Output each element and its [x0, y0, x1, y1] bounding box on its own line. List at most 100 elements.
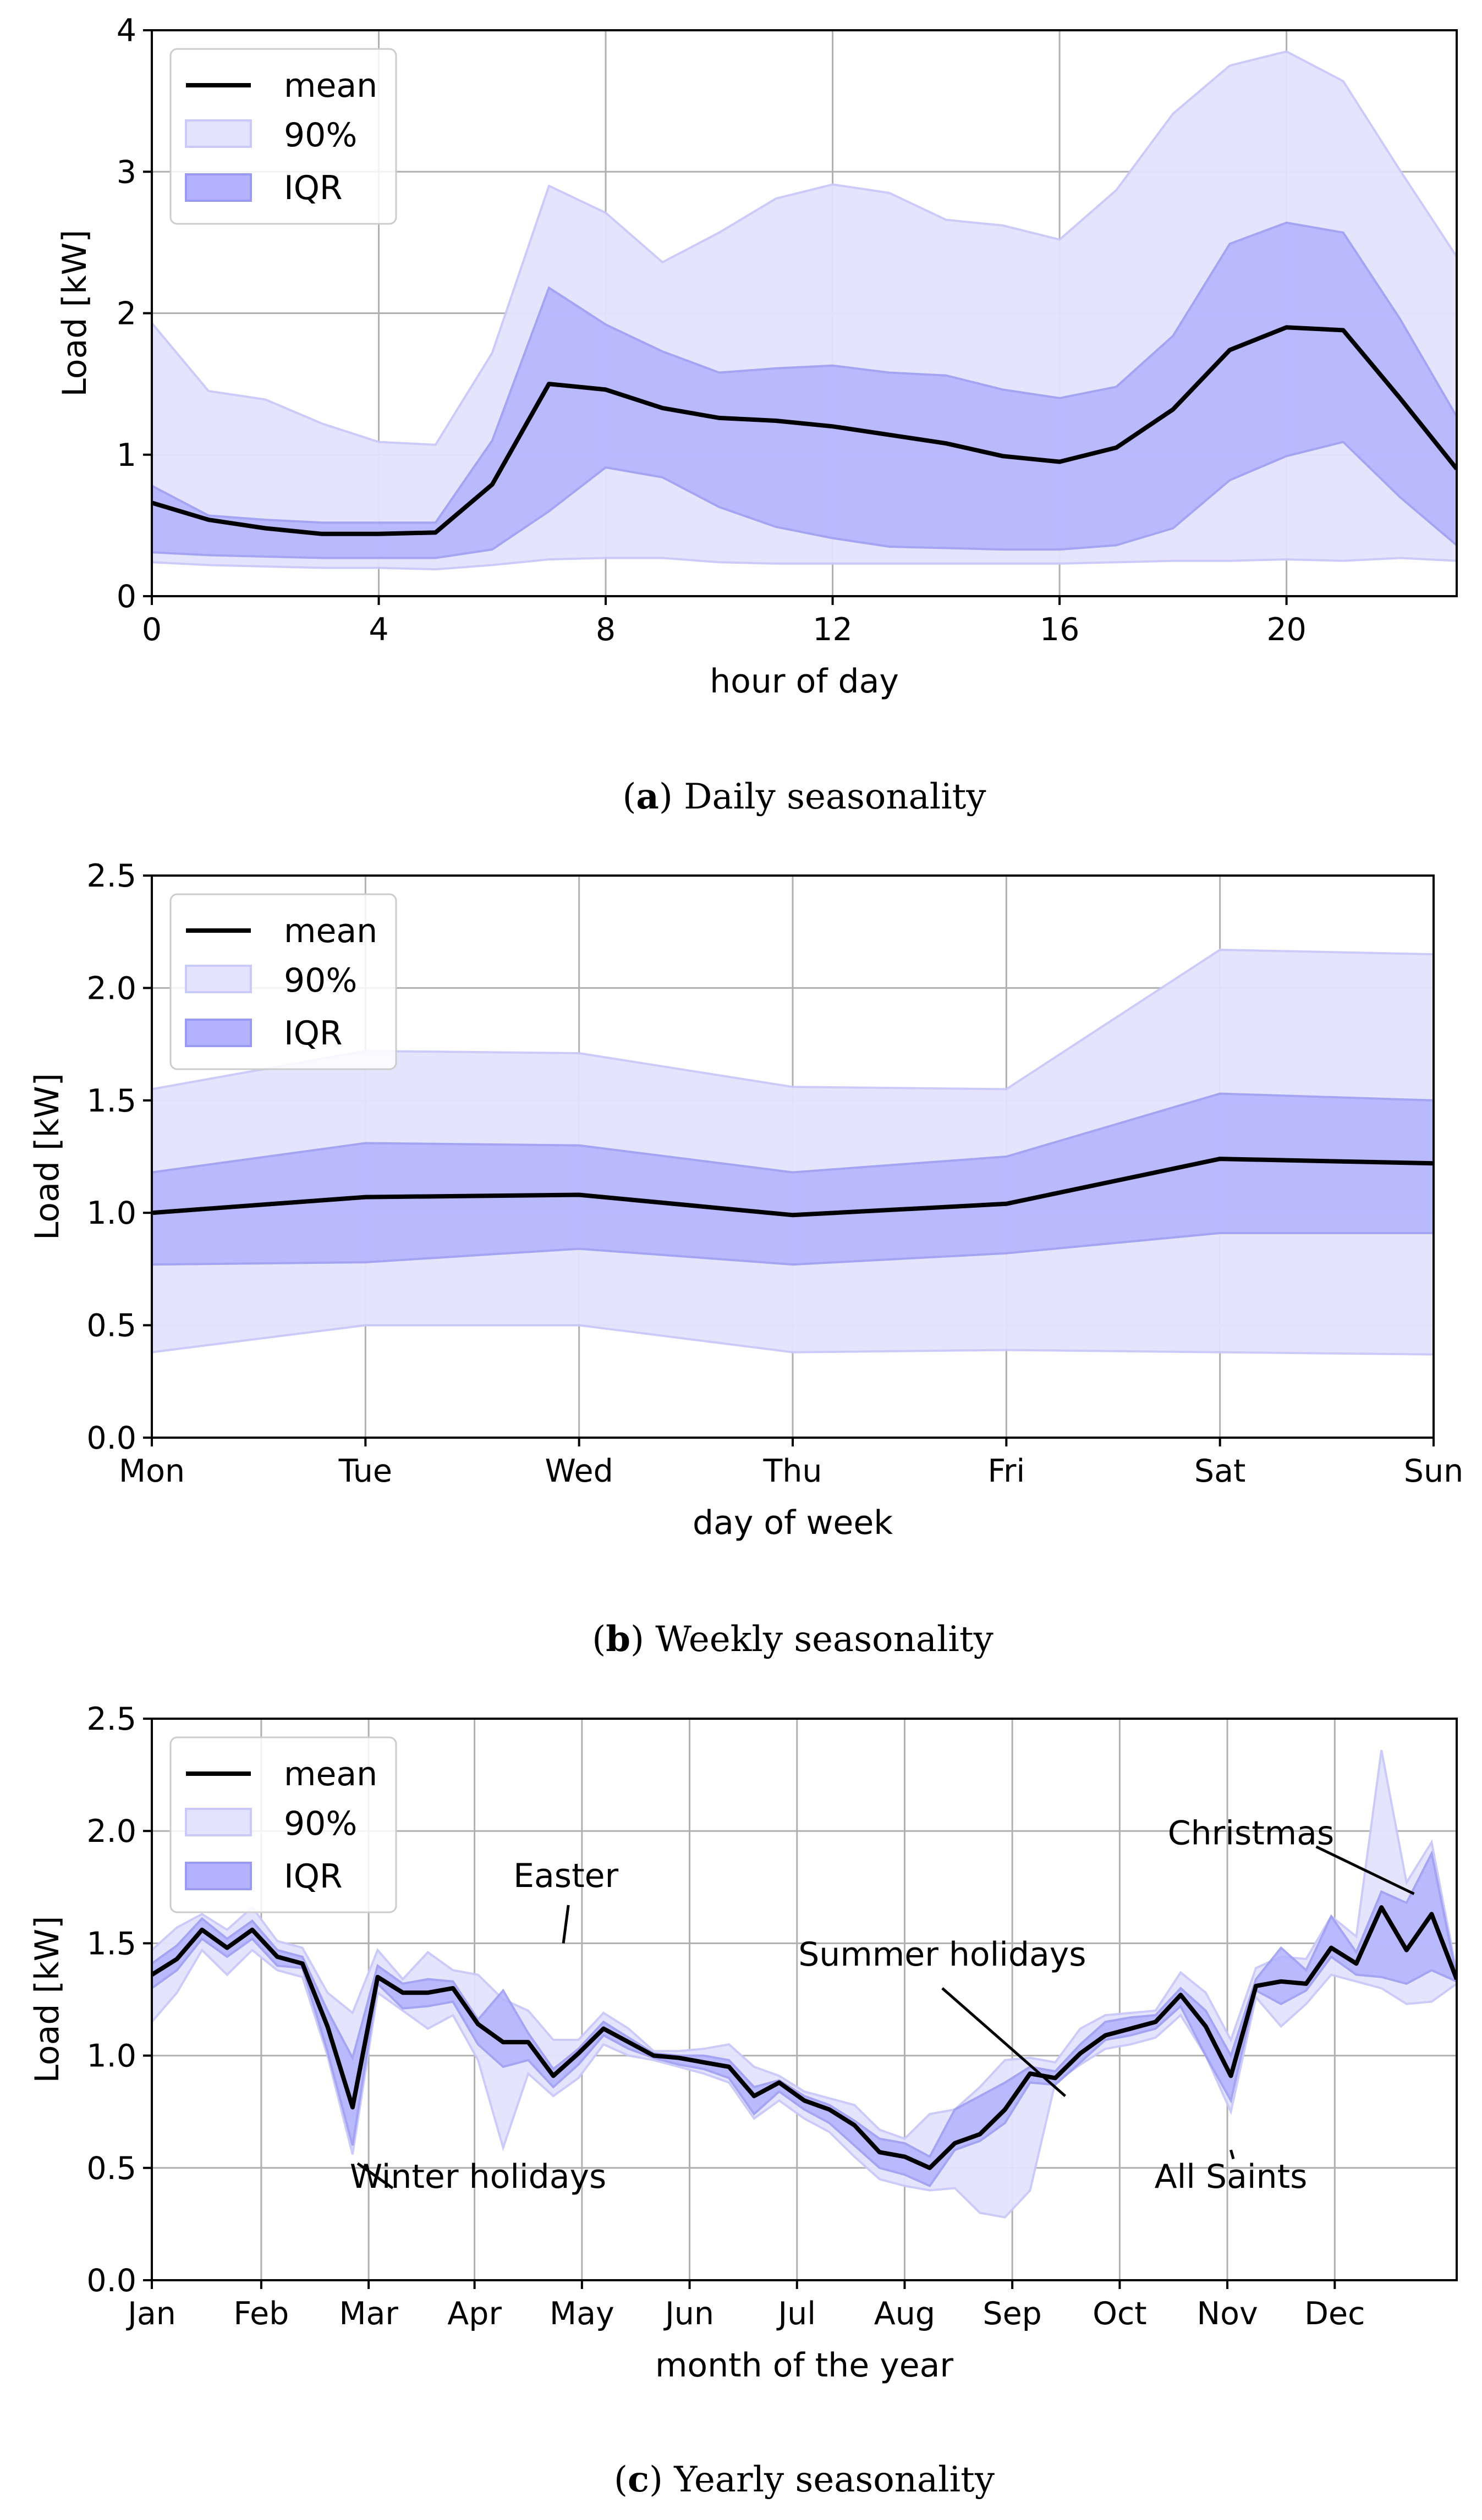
panel-weekly: Mon Tue Wed Thu Fri Sat Sun 0.0 0.5 1.0 1.5 2.0 2.5 d… — [28, 858, 1463, 1660]
data-bands — [152, 948, 1434, 1356]
annotation-label: Easter — [513, 1857, 618, 1895]
caption-paren-close: ) — [659, 777, 684, 817]
legend-label-iqr: IQR — [284, 169, 343, 207]
annotation-label: All Saints — [1155, 2158, 1308, 2196]
x-tick-label: Jan — [126, 2296, 176, 2332]
x-tick-label: Sun — [1404, 1453, 1463, 1489]
y-tick-label: 1.0 — [86, 2038, 136, 2075]
mean-line — [152, 325, 1457, 536]
band-iqr — [152, 221, 1457, 559]
y-tick-label: 4 — [117, 13, 136, 49]
x-tick-label: Tue — [338, 1453, 392, 1489]
annotation-pointer-line — [1229, 2149, 1235, 2160]
legend-swatch-iqr — [185, 1019, 252, 1047]
y-axis-title: Load [kW] — [56, 230, 94, 397]
x-tick-label: Nov — [1196, 2296, 1258, 2332]
legend-label-mean: mean — [284, 67, 377, 105]
x-tick-label: Dec — [1304, 2296, 1365, 2332]
band-iqr — [152, 1092, 1434, 1266]
annotation-label: Christmas — [1168, 1814, 1335, 1852]
x-tick-label: Jun — [663, 2296, 714, 2332]
annotation: Easter — [513, 1857, 619, 1944]
x-tick-label: 20 — [1266, 612, 1307, 648]
annotation: Winter holidays — [350, 2158, 607, 2196]
y-tick-label: 3 — [117, 154, 136, 190]
caption-paren-close: ) — [649, 2460, 674, 2500]
y-tick-label: 2.0 — [86, 970, 136, 1006]
annotation: Christmas — [1168, 1814, 1415, 1895]
panel-caption: (c) Yearly seasonality — [614, 2459, 995, 2500]
legend-swatch-90 — [185, 965, 252, 993]
legend-swatch-iqr — [185, 1862, 252, 1890]
y-tick-label: 1.5 — [86, 1925, 136, 1962]
annotation: Summer holidays — [798, 1935, 1086, 2097]
legend-label-iqr: IQR — [284, 1014, 343, 1053]
x-tick-label: Sat — [1194, 1453, 1245, 1489]
x-tick-label: Mar — [339, 2296, 398, 2332]
legend: mean 90% IQR — [169, 1736, 397, 1913]
annotation-pointer-line — [941, 1987, 1067, 2097]
x-axis-title: day of week — [693, 1504, 893, 1542]
x-tick-label: Apr — [447, 2296, 502, 2332]
legend: mean 90% IQR — [169, 893, 397, 1070]
x-tick-label: Aug — [874, 2296, 935, 2332]
x-tick-label: 0 — [142, 612, 162, 648]
caption-paren-open: ( — [614, 2460, 628, 2500]
panel-caption: (b) Weekly seasonality — [592, 1619, 994, 1660]
x-tick-label: Wed — [545, 1453, 613, 1489]
x-tick-label: May — [550, 2296, 614, 2332]
x-tick-label: Feb — [233, 2296, 289, 2332]
legend-label-90: 90% — [284, 116, 357, 155]
data-bands — [152, 50, 1457, 571]
y-axis-title: Load [kW] — [28, 1073, 67, 1240]
x-tick-label: 4 — [369, 612, 388, 648]
y-tick-label: 1.5 — [86, 1083, 136, 1119]
annotation: All Saints — [1155, 2149, 1308, 2196]
y-tick-label: 0.5 — [86, 1308, 136, 1344]
legend-label-iqr: IQR — [284, 1857, 343, 1896]
y-tick-label: 1.0 — [86, 1195, 136, 1231]
mean-line — [152, 1157, 1434, 1218]
plot-frame — [151, 1718, 1458, 2281]
x-axis-title: month of the year — [655, 2346, 953, 2385]
panel-yearly: Jan Feb Mar Apr May Jun Jul Aug Sep Oct Nov Dec 0.0 0… — [28, 1701, 1458, 2500]
caption-letter: b — [606, 1619, 630, 1660]
legend-swatch-90 — [185, 1808, 252, 1836]
y-tick-label: 2 — [117, 296, 136, 332]
y-axis-title: Load [kW] — [28, 1916, 67, 2083]
annotation-pointer-line — [1315, 1845, 1415, 1895]
caption-text: Weekly seasonality — [655, 1619, 994, 1660]
legend-label-mean: mean — [284, 912, 377, 950]
y-tick-label: 0 — [117, 579, 136, 615]
caption-paren-close: ) — [630, 1619, 655, 1660]
x-tick-label: Fri — [987, 1453, 1025, 1489]
y-tick-label: 0.5 — [86, 2150, 136, 2187]
y-tick-label: 1 — [117, 437, 136, 474]
legend-swatch-iqr — [185, 173, 252, 202]
x-tick-label: 12 — [813, 612, 853, 648]
caption-paren-open: ( — [592, 1619, 606, 1660]
x-tick-label: Oct — [1093, 2296, 1147, 2332]
panel-caption: (a) Daily seasonality — [622, 776, 986, 817]
annotation-label: Summer holidays — [798, 1935, 1086, 1974]
caption-text: Daily seasonality — [684, 777, 986, 817]
legend-swatch-90 — [185, 119, 252, 148]
x-tick-label: Mon — [119, 1453, 185, 1489]
caption-paren-open: ( — [622, 777, 636, 817]
band-iqr — [152, 1850, 1457, 2188]
legend-label-mean: mean — [284, 1755, 377, 1793]
caption-letter: c — [628, 2459, 649, 2500]
mean-line — [152, 1905, 1457, 2170]
x-tick-label: 16 — [1040, 612, 1080, 648]
legend-label-90: 90% — [284, 961, 357, 1000]
x-tick-label: Thu — [762, 1453, 822, 1489]
x-tick-label: Sep — [982, 2296, 1041, 2332]
annotation-pointer-line — [562, 1905, 570, 1944]
legend: mean 90% IQR — [169, 48, 397, 225]
legend-label-90: 90% — [284, 1804, 357, 1843]
caption-text: Yearly seasonality — [673, 2460, 995, 2500]
x-tick-label: 8 — [596, 612, 616, 648]
y-tick-label: 2.5 — [86, 858, 136, 894]
